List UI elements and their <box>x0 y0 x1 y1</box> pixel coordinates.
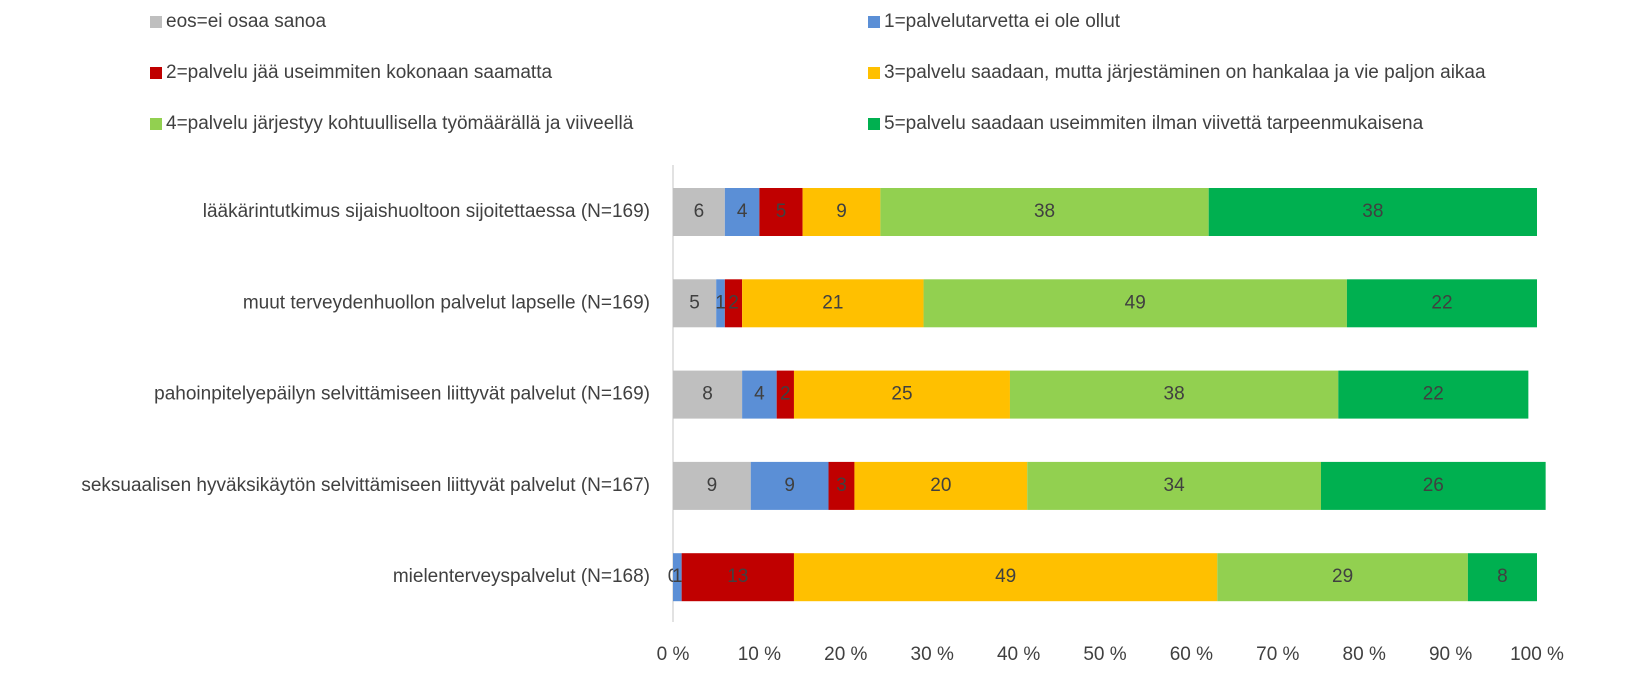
bar-segment <box>793 370 1010 419</box>
x-tick-label: 30 % <box>911 644 954 665</box>
bar-segment <box>923 279 1347 328</box>
bar-segment <box>759 188 803 236</box>
bar-segment <box>776 370 794 419</box>
bar-segment <box>750 461 829 510</box>
bar-segment <box>793 553 1218 602</box>
data-label: 6 <box>694 201 705 222</box>
x-tick-label: 90 % <box>1429 644 1472 665</box>
x-tick-label: 50 % <box>1083 644 1126 665</box>
legend-swatch <box>868 67 880 79</box>
bar-segment <box>724 188 760 236</box>
legend-label: 4=palvelu järjestyy kohtuullisella työmä… <box>166 113 634 134</box>
legend-label: 5=palvelu saadaan useimmiten ilman viive… <box>884 113 1424 134</box>
legend-swatch <box>150 16 162 28</box>
x-tick-label: 100 % <box>1510 644 1564 665</box>
data-label: 4 <box>754 384 765 405</box>
bar-segment <box>716 279 725 328</box>
data-label: 13 <box>727 566 748 587</box>
data-label: 34 <box>1164 475 1186 496</box>
bar-segment <box>673 370 743 419</box>
data-label: 38 <box>1164 384 1185 405</box>
data-label: 9 <box>707 475 718 496</box>
data-label: 26 <box>1423 475 1444 496</box>
x-tick-label: 20 % <box>824 644 867 665</box>
data-label: 21 <box>822 292 843 313</box>
data-label: 3 <box>836 475 847 496</box>
bar-segment <box>854 461 1028 510</box>
bar-segment <box>742 279 924 328</box>
data-label: 38 <box>1034 201 1055 222</box>
legend-swatch <box>150 67 162 79</box>
data-label: 9 <box>836 201 847 222</box>
data-label: 1 <box>672 566 683 587</box>
x-tick-label: 0 % <box>657 644 690 665</box>
data-label: 38 <box>1362 201 1383 222</box>
data-label: 1 <box>715 292 726 313</box>
data-label: 20 <box>930 475 951 496</box>
data-label: 9 <box>784 475 795 496</box>
bar-segment <box>681 553 794 602</box>
bar-segment <box>673 279 717 328</box>
bar-segment <box>1467 553 1537 602</box>
data-label: 2 <box>728 292 739 313</box>
category-label: seksuaalisen hyväksikäytön selvittämisee… <box>81 475 650 496</box>
bar-segment <box>1217 553 1468 602</box>
bar-segment <box>1208 188 1537 236</box>
data-label: 49 <box>1125 292 1146 313</box>
data-label: 29 <box>1332 566 1353 587</box>
bar-segment <box>1321 461 1546 510</box>
category-label: muut terveydenhuollon palvelut lapselle … <box>243 292 650 313</box>
data-label: 8 <box>1497 566 1508 587</box>
legend-swatch <box>868 16 880 28</box>
x-tick-label: 80 % <box>1343 644 1386 665</box>
category-label: mielenterveyspalvelut (N=168) <box>393 566 650 587</box>
data-label: 22 <box>1431 292 1452 313</box>
legend-label: 2=palvelu jää useimmiten kokonaan saamat… <box>166 62 552 83</box>
data-label: 25 <box>891 384 912 405</box>
data-label: 4 <box>737 201 748 222</box>
bar-segment <box>1027 461 1321 510</box>
legend-label: eos=ei osaa sanoa <box>166 11 326 32</box>
data-label: 5 <box>689 292 700 313</box>
legend-label: 3=palvelu saadaan, mutta järjestäminen o… <box>884 62 1486 83</box>
category-label: pahoinpitelyepäilyn selvittämiseen liitt… <box>154 384 650 405</box>
legend-swatch <box>868 118 880 130</box>
bar-segment <box>742 370 777 419</box>
x-tick-label: 70 % <box>1256 644 1299 665</box>
bar-segment <box>673 188 725 236</box>
bar-segment <box>802 188 881 236</box>
bar-segment <box>724 279 743 328</box>
data-label: 8 <box>702 384 713 405</box>
bar-segment <box>880 188 1209 236</box>
x-tick-label: 10 % <box>738 644 781 665</box>
bar-segment <box>673 553 682 602</box>
bar-segment <box>1346 279 1537 328</box>
data-label: 49 <box>995 566 1016 587</box>
data-label: 22 <box>1423 384 1444 405</box>
legend-label: 1=palvelutarvetta ei ole ollut <box>884 11 1121 32</box>
x-tick-label: 40 % <box>997 644 1040 665</box>
data-label: 5 <box>776 201 787 222</box>
x-tick-label: 60 % <box>1170 644 1213 665</box>
legend-swatch <box>150 118 162 130</box>
category-label: lääkärintutkimus sijaishuoltoon sijoitet… <box>203 201 650 222</box>
bar-segment <box>1009 370 1339 419</box>
bar-segment <box>828 461 855 510</box>
bar-segment <box>1338 370 1529 419</box>
bar-segment <box>673 461 751 510</box>
data-label: 2 <box>780 384 791 405</box>
